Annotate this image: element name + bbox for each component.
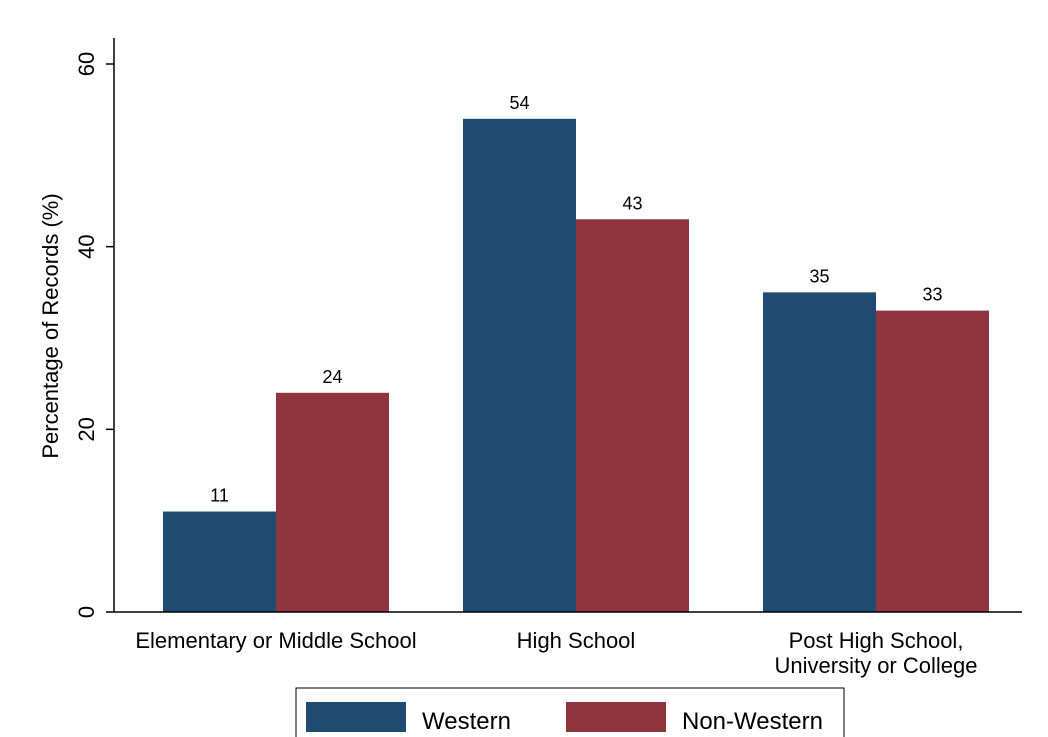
bar-western-0 bbox=[163, 511, 276, 612]
x-category-label: Post High School, bbox=[789, 628, 964, 653]
bar-western-1 bbox=[463, 118, 576, 613]
data-label: 43 bbox=[622, 193, 642, 213]
data-labels: 11 24 54 43 35 33 bbox=[210, 93, 942, 506]
data-label: 54 bbox=[509, 93, 529, 113]
legend-swatch-western bbox=[306, 702, 406, 732]
bars bbox=[163, 118, 989, 613]
x-category-label: High School bbox=[517, 628, 636, 653]
legend-swatch-non-western bbox=[566, 702, 666, 732]
x-category-label: Elementary or Middle School bbox=[135, 628, 416, 653]
data-label: 11 bbox=[210, 486, 229, 506]
y-axis-title: Percentage of Records (%) bbox=[38, 193, 63, 458]
y-tick-label: 60 bbox=[74, 52, 99, 76]
y-tick-label: 0 bbox=[74, 606, 99, 618]
x-category-label: University or College bbox=[775, 653, 978, 678]
data-label: 33 bbox=[922, 285, 942, 305]
y-tick-label: 40 bbox=[74, 234, 99, 258]
bar-western-2 bbox=[763, 292, 876, 612]
x-axis-categories: Elementary or Middle School High School Po… bbox=[135, 628, 977, 678]
legend-label: Non-Western bbox=[682, 708, 823, 735]
data-label: 24 bbox=[322, 367, 342, 387]
legend: Western Non-Western bbox=[295, 687, 845, 737]
bar-non-western-1 bbox=[576, 219, 689, 612]
bar-non-western-2 bbox=[876, 310, 989, 612]
data-label: 35 bbox=[809, 266, 829, 286]
y-axis-ticks: 0 20 40 60 bbox=[74, 52, 114, 618]
bar-non-western-0 bbox=[276, 392, 389, 612]
y-tick-label: 20 bbox=[74, 417, 99, 441]
legend-label: Western bbox=[422, 708, 511, 735]
